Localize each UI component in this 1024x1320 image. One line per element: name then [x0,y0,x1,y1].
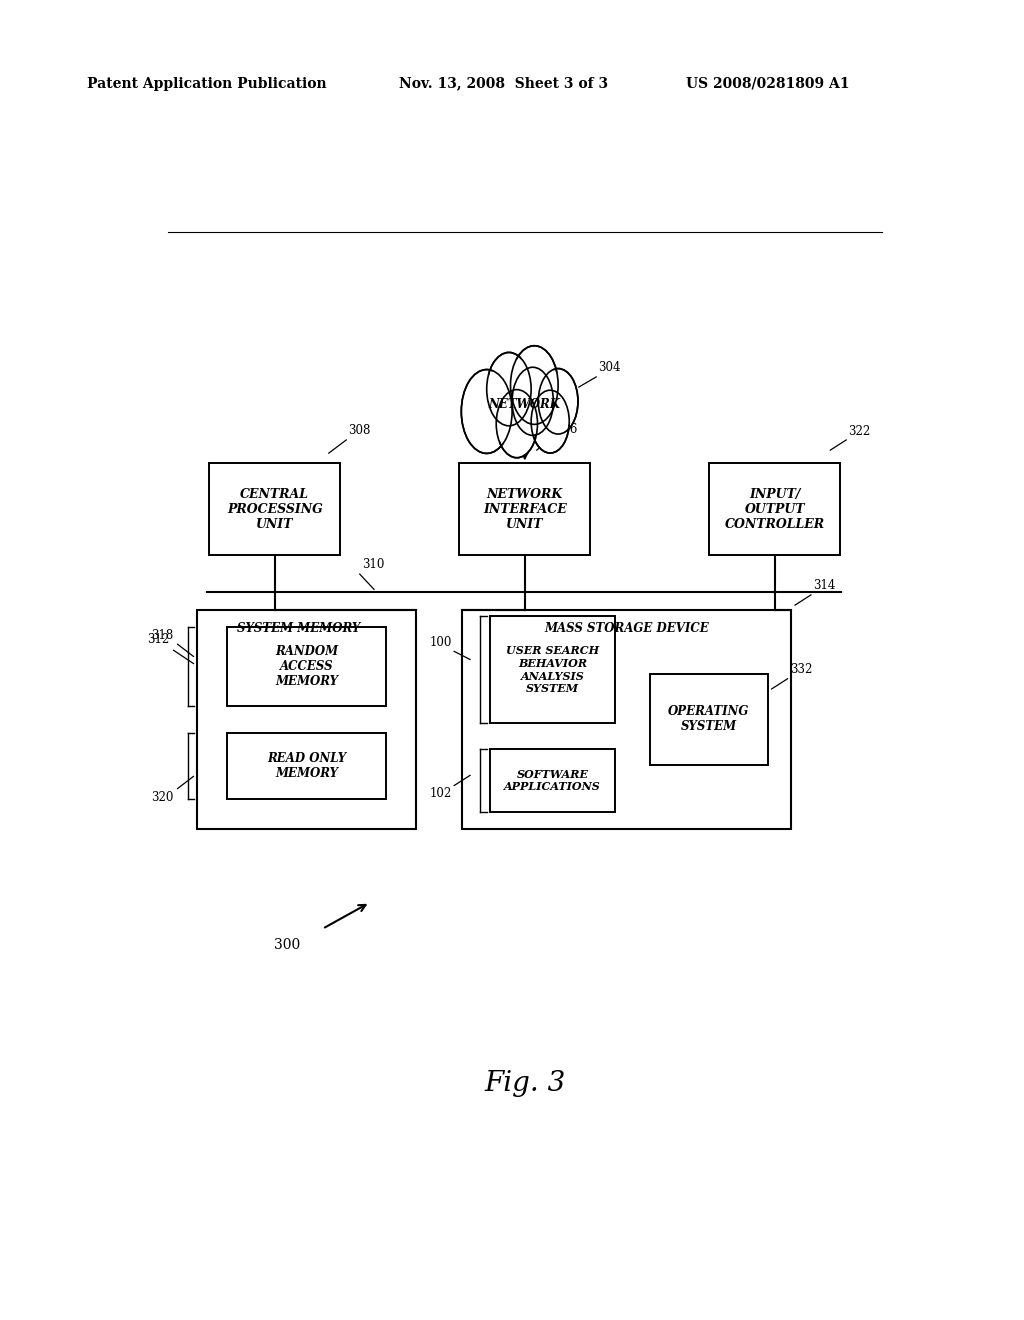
Ellipse shape [499,393,535,454]
Text: 308: 308 [348,424,371,437]
Text: 322: 322 [849,425,870,438]
Text: Nov. 13, 2008  Sheet 3 of 3: Nov. 13, 2008 Sheet 3 of 3 [399,77,608,91]
Text: MASS STORAGE DEVICE: MASS STORAGE DEVICE [544,623,709,635]
Text: 320: 320 [152,791,174,804]
Bar [489,748,615,812]
Bar [489,616,615,723]
Text: 318: 318 [152,630,174,643]
Ellipse shape [531,391,569,453]
Text: Patent Application Publication: Patent Application Publication [87,77,327,91]
Text: 310: 310 [362,558,384,572]
Bar [227,733,386,799]
Bar [198,610,416,829]
Text: 300: 300 [273,939,300,952]
Text: 316: 316 [555,422,578,436]
Text: CENTRAL
PROCESSING
UNIT: CENTRAL PROCESSING UNIT [227,487,323,531]
Bar [710,463,841,554]
Ellipse shape [461,370,512,453]
Ellipse shape [464,375,509,449]
Text: READ ONLY
MEMORY: READ ONLY MEMORY [267,752,346,780]
Bar [462,610,792,829]
Ellipse shape [534,393,567,449]
Ellipse shape [489,356,528,421]
Text: 332: 332 [790,663,812,676]
Ellipse shape [539,368,578,434]
Bar [650,673,768,766]
Ellipse shape [541,372,575,430]
Ellipse shape [515,371,551,432]
Text: NETWORK: NETWORK [488,397,561,411]
Bar [227,627,386,706]
Bar [460,463,590,554]
Ellipse shape [486,352,531,426]
Ellipse shape [511,346,558,424]
Text: Fig. 3: Fig. 3 [484,1069,565,1097]
Text: SYSTEM MEMORY: SYSTEM MEMORY [237,623,360,635]
Ellipse shape [512,367,553,436]
Text: USER SEARCH
BEHAVIOR
ANALYSIS
SYSTEM: USER SEARCH BEHAVIOR ANALYSIS SYSTEM [506,645,599,694]
Text: 304: 304 [599,360,622,374]
Text: 100: 100 [429,636,452,649]
Text: US 2008/0281809 A1: US 2008/0281809 A1 [686,77,850,91]
Text: SOFTWARE
APPLICATIONS: SOFTWARE APPLICATIONS [504,768,601,792]
Text: OPERATING
SYSTEM: OPERATING SYSTEM [669,705,750,734]
Text: RANDOM
ACCESS
MEMORY: RANDOM ACCESS MEMORY [275,645,338,688]
Text: INPUT/
OUTPUT
CONTROLLER: INPUT/ OUTPUT CONTROLLER [725,487,825,531]
Text: NETWORK
INTERFACE
UNIT: NETWORK INTERFACE UNIT [483,487,566,531]
Bar [209,463,340,554]
Text: 102: 102 [429,787,452,800]
Ellipse shape [513,351,555,420]
Text: 314: 314 [813,579,836,591]
Text: 312: 312 [147,634,170,647]
Ellipse shape [497,389,538,458]
